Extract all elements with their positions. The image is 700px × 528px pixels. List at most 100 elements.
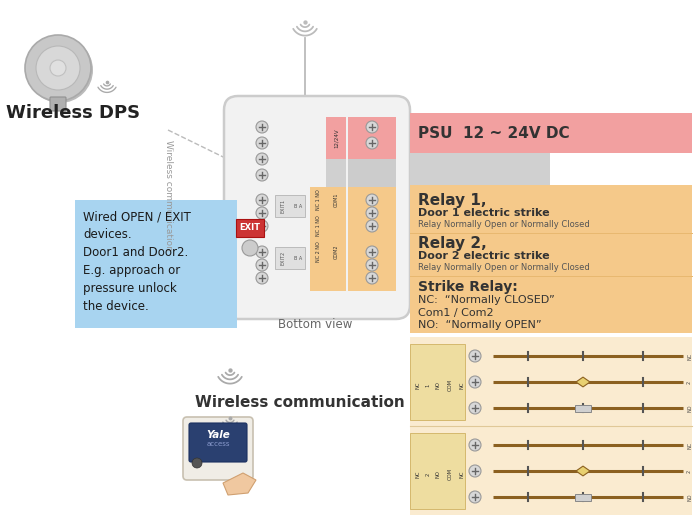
Text: Wireless DPS: Wireless DPS	[6, 104, 140, 122]
Circle shape	[366, 246, 378, 258]
Polygon shape	[223, 473, 256, 495]
FancyBboxPatch shape	[189, 423, 247, 462]
Circle shape	[36, 46, 80, 90]
Text: PSU  12 ~ 24V DC: PSU 12 ~ 24V DC	[418, 126, 570, 140]
Circle shape	[469, 465, 481, 477]
Circle shape	[366, 207, 378, 219]
Circle shape	[366, 272, 378, 284]
Text: 1: 1	[426, 383, 430, 386]
Text: NC: NC	[687, 352, 692, 360]
Text: Com1 / Com2: Com1 / Com2	[418, 308, 494, 318]
FancyBboxPatch shape	[236, 219, 264, 237]
FancyBboxPatch shape	[348, 239, 396, 291]
FancyBboxPatch shape	[310, 213, 326, 239]
Text: 2: 2	[687, 381, 692, 383]
Circle shape	[192, 458, 202, 468]
FancyBboxPatch shape	[575, 494, 591, 501]
FancyBboxPatch shape	[326, 265, 346, 291]
Circle shape	[256, 207, 268, 219]
Text: NO: NO	[687, 404, 692, 412]
Circle shape	[256, 246, 268, 258]
Text: access: access	[206, 441, 230, 447]
Text: EXIT1: EXIT1	[281, 199, 286, 213]
Text: Door 1 electric strike: Door 1 electric strike	[418, 208, 550, 218]
Circle shape	[469, 439, 481, 451]
Circle shape	[256, 220, 268, 232]
Circle shape	[469, 491, 481, 503]
Circle shape	[256, 153, 268, 165]
Circle shape	[366, 121, 378, 133]
Text: NC: NC	[459, 470, 465, 478]
Text: Wireless communication: Wireless communication	[195, 395, 405, 410]
FancyBboxPatch shape	[410, 433, 465, 509]
Text: NC 1 NO: NC 1 NO	[316, 215, 321, 237]
FancyBboxPatch shape	[183, 417, 253, 480]
FancyBboxPatch shape	[310, 265, 326, 291]
Text: NO:  “Normally OPEN”: NO: “Normally OPEN”	[418, 320, 542, 330]
Text: 2: 2	[687, 469, 692, 473]
Circle shape	[256, 259, 268, 271]
Circle shape	[256, 137, 268, 149]
Text: NO: NO	[687, 493, 692, 501]
Polygon shape	[576, 466, 590, 476]
Text: EXIT2: EXIT2	[281, 251, 286, 265]
FancyBboxPatch shape	[410, 113, 692, 153]
FancyBboxPatch shape	[275, 247, 305, 269]
FancyBboxPatch shape	[348, 159, 396, 187]
Text: Strike Relay:: Strike Relay:	[418, 280, 518, 294]
Text: COM: COM	[447, 468, 452, 480]
Text: NC 2 NO: NC 2 NO	[316, 242, 321, 262]
FancyBboxPatch shape	[410, 337, 692, 515]
Text: NC: NC	[459, 381, 465, 389]
Circle shape	[256, 194, 268, 206]
FancyBboxPatch shape	[410, 185, 692, 333]
FancyBboxPatch shape	[410, 153, 550, 185]
Circle shape	[366, 137, 378, 149]
Circle shape	[366, 259, 378, 271]
Circle shape	[469, 350, 481, 362]
Text: Wireless communication: Wireless communication	[164, 139, 172, 250]
Text: Bottom view: Bottom view	[278, 318, 352, 331]
Circle shape	[366, 220, 378, 232]
Text: B A: B A	[294, 203, 302, 209]
Text: Relay Normally Open or Normally Closed: Relay Normally Open or Normally Closed	[418, 220, 589, 229]
Text: NC: NC	[416, 470, 421, 478]
FancyBboxPatch shape	[275, 195, 305, 217]
Circle shape	[256, 272, 268, 284]
Text: EXIT: EXIT	[239, 223, 260, 232]
Circle shape	[469, 376, 481, 388]
Text: COM1: COM1	[333, 193, 339, 208]
Text: B A: B A	[294, 256, 302, 260]
FancyBboxPatch shape	[326, 159, 346, 187]
Text: Relay Normally Open or Normally Closed: Relay Normally Open or Normally Closed	[418, 263, 589, 272]
Text: Relay 2,: Relay 2,	[418, 236, 486, 251]
FancyBboxPatch shape	[348, 117, 396, 159]
Circle shape	[469, 402, 481, 414]
Text: NC:  “Normally CLOSED”: NC: “Normally CLOSED”	[418, 295, 554, 305]
Text: Relay 1,: Relay 1,	[418, 193, 486, 208]
FancyBboxPatch shape	[50, 97, 66, 111]
FancyBboxPatch shape	[326, 239, 346, 265]
Text: Yale: Yale	[206, 430, 230, 440]
FancyBboxPatch shape	[224, 96, 410, 319]
FancyBboxPatch shape	[326, 117, 346, 159]
Circle shape	[256, 121, 268, 133]
Text: COM: COM	[447, 379, 452, 391]
Text: NO: NO	[435, 381, 440, 389]
FancyBboxPatch shape	[410, 344, 465, 420]
Text: NC 1 NO: NC 1 NO	[316, 190, 321, 210]
FancyBboxPatch shape	[326, 187, 346, 213]
FancyBboxPatch shape	[75, 200, 237, 328]
Text: COM2: COM2	[333, 245, 339, 259]
FancyBboxPatch shape	[326, 213, 346, 239]
Text: NC: NC	[416, 381, 421, 389]
FancyBboxPatch shape	[348, 187, 396, 239]
Circle shape	[242, 240, 258, 256]
Text: 12/24V: 12/24V	[333, 128, 339, 148]
Text: NC: NC	[687, 441, 692, 449]
Text: Door 2 electric strike: Door 2 electric strike	[418, 251, 550, 261]
FancyBboxPatch shape	[310, 187, 326, 213]
Circle shape	[25, 35, 91, 101]
Circle shape	[27, 37, 93, 103]
Circle shape	[366, 194, 378, 206]
